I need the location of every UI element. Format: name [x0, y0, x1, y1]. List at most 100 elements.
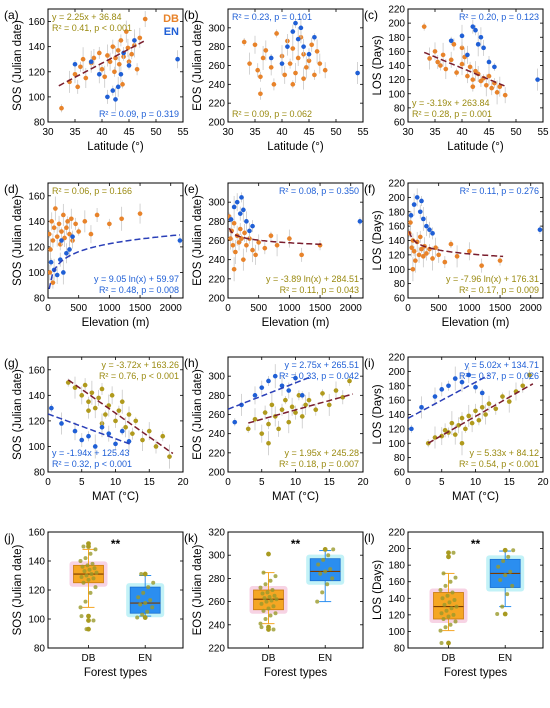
data-point — [231, 220, 237, 226]
data-point — [123, 424, 128, 430]
data-point — [73, 221, 78, 227]
data-point — [110, 88, 116, 93]
box-db — [429, 550, 468, 646]
data-point — [442, 259, 448, 265]
data-point — [417, 209, 423, 215]
box-dot — [451, 612, 456, 617]
data-point — [67, 231, 72, 237]
data-point — [48, 231, 52, 237]
x-tick-label: 2000 — [520, 303, 543, 314]
significance-marker: ** — [291, 537, 301, 551]
y-tick-label: 200 — [388, 544, 405, 555]
data-point — [269, 402, 275, 408]
plot-frame — [47, 8, 184, 123]
box-dot — [326, 553, 331, 558]
series-db — [228, 212, 323, 282]
data-point — [309, 42, 315, 48]
y-tick-label: 180 — [388, 207, 405, 218]
data-point — [479, 405, 485, 410]
outlier-point — [446, 554, 451, 560]
fit-line — [408, 374, 490, 419]
fit-line — [228, 376, 310, 410]
y-tick-label: 200 — [388, 19, 405, 30]
box-dot — [451, 550, 456, 555]
x-tick-label: 40 — [456, 127, 468, 138]
data-point — [537, 227, 543, 233]
plot-area — [241, 17, 361, 100]
y-tick-label: 300 — [208, 23, 225, 34]
data-point — [271, 82, 277, 87]
plot-area — [429, 547, 525, 646]
box-dot — [328, 567, 333, 572]
data-point — [59, 229, 64, 234]
data-point — [241, 207, 246, 213]
data-point — [241, 39, 247, 45]
panel-label: (j) — [4, 531, 15, 545]
data-point — [500, 394, 505, 399]
data-point — [59, 421, 64, 426]
data-point — [424, 251, 429, 256]
box-dot — [259, 625, 264, 630]
panel-label: (e) — [184, 182, 199, 196]
data-point — [290, 82, 296, 87]
data-point — [285, 44, 290, 49]
y-tick-label: 240 — [208, 80, 225, 91]
data-point — [113, 97, 118, 102]
box-dot — [438, 588, 443, 592]
panel-label: (l) — [364, 531, 375, 545]
data-point — [110, 44, 116, 49]
data-point — [259, 385, 265, 390]
x-tick-label: 1000 — [458, 303, 481, 314]
y-tick-label: 100 — [28, 615, 45, 626]
x-tick-label: 5 — [79, 477, 85, 488]
data-point — [486, 73, 492, 79]
y-tick-label: 220 — [208, 99, 225, 110]
data-point — [142, 16, 148, 22]
series-en — [408, 188, 543, 240]
annotation: R² = 0.09, p = 0.062 — [232, 109, 312, 119]
outlier-point — [86, 613, 91, 619]
data-point — [92, 444, 98, 449]
data-point — [116, 408, 122, 413]
data-point — [465, 73, 470, 79]
box-dot — [263, 617, 268, 621]
data-point — [494, 90, 500, 95]
box-dot — [79, 614, 84, 619]
x-tick-label: 10 — [470, 477, 482, 488]
y-axis-label: LOS (Days) — [372, 560, 384, 620]
x-tick-label: 0 — [405, 303, 411, 314]
y-axis-label: LOS (Days) — [372, 35, 384, 95]
data-point — [239, 195, 244, 200]
data-point — [97, 71, 102, 77]
y-tick-label: 160 — [388, 47, 405, 58]
data-point — [459, 61, 465, 67]
x-tick-label: 1000 — [98, 303, 121, 314]
x-tick-label: 55 — [357, 127, 369, 138]
y-axis-label: SOS (Julian date) — [12, 369, 24, 460]
box-dot — [91, 618, 96, 623]
box-dot — [448, 622, 453, 627]
x-tick-label: 55 — [537, 127, 549, 138]
box-dot — [315, 599, 320, 604]
data-point — [245, 426, 251, 432]
data-point — [119, 399, 125, 405]
data-point — [435, 59, 441, 65]
box-dot — [81, 580, 86, 585]
series-en — [48, 404, 132, 459]
y-tick-label: 140 — [388, 594, 405, 605]
data-point — [86, 399, 91, 405]
y-tick-label: 120 — [28, 416, 45, 427]
outlier-point — [142, 615, 148, 620]
data-point — [237, 211, 243, 216]
x-tick-label: 20 — [357, 477, 369, 488]
panel-label: (h) — [184, 356, 199, 370]
data-point — [59, 105, 64, 111]
y-tick-label: 140 — [388, 61, 405, 72]
plot-area — [69, 541, 165, 632]
fit-line — [67, 379, 174, 455]
y-tick-label: 100 — [28, 442, 45, 453]
x-tick-label: 0 — [225, 303, 231, 314]
box-dot — [80, 564, 85, 569]
y-tick-label: 280 — [208, 391, 225, 402]
box-iqr — [129, 586, 161, 614]
